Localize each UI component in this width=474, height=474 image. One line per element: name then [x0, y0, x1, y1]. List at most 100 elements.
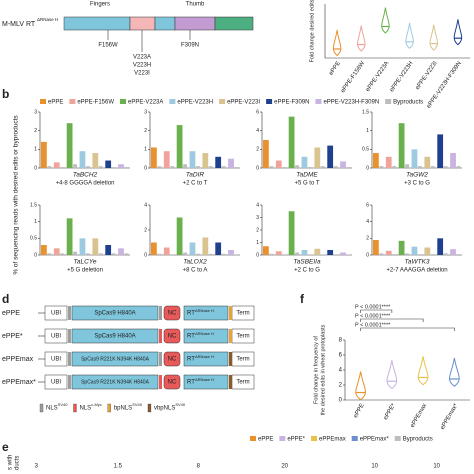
chart-title: TaWTK3	[404, 259, 429, 266]
chart-subtitle: +5 G to T	[294, 181, 319, 187]
byproduct-bar	[221, 253, 226, 255]
byproduct-bar	[282, 254, 287, 255]
bar	[53, 248, 60, 255]
y-tick-label: 0	[339, 398, 343, 404]
y-tick-label: 10	[371, 464, 378, 470]
bar	[301, 250, 308, 255]
byproduct-bar	[221, 166, 226, 168]
construct-part	[163, 351, 181, 367]
chart-title: TaLCYe	[74, 259, 97, 266]
nls-swatch	[73, 403, 77, 413]
bar	[41, 245, 47, 255]
legend-swatch	[169, 99, 176, 104]
legend-label: ePPE-V223I	[227, 100, 260, 106]
byproduct-bar	[157, 166, 162, 168]
part-label: UBI	[51, 311, 61, 317]
byproduct-bar	[157, 253, 162, 255]
bar	[275, 251, 282, 255]
part-label: NC	[168, 357, 177, 363]
byproduct-bar	[73, 164, 77, 168]
rt-superscript: ΔRNase H	[195, 331, 214, 336]
bar	[411, 149, 418, 168]
legend-label: ePPEmax*	[360, 437, 390, 443]
chart-title: TaSBEIIa	[293, 259, 321, 266]
y-tick-label: 2	[256, 227, 259, 233]
nls-label: NLS	[79, 406, 91, 412]
byproduct-bar	[392, 254, 397, 255]
byproduct-bar	[308, 254, 312, 255]
bar	[228, 250, 234, 255]
y-tick-label: 10	[433, 464, 440, 470]
bar	[424, 156, 431, 168]
x-tick-label: ePPEmax*	[440, 402, 460, 431]
violin	[332, 30, 342, 57]
nls-block	[229, 375, 232, 389]
chart-subtitle: +3 C to G	[404, 181, 430, 187]
bar	[385, 250, 392, 255]
y-tick-label: 0.5	[362, 147, 369, 153]
byproduct-bar	[60, 253, 65, 255]
nls-swatch	[107, 403, 111, 413]
chart-title: TaDME	[296, 172, 318, 179]
legend-swatch	[219, 99, 226, 104]
panel-letter: f	[300, 292, 305, 306]
legend-swatch	[266, 99, 273, 104]
part-label: RT	[187, 380, 195, 386]
bar	[189, 151, 196, 168]
violin	[355, 371, 366, 401]
chart-title: TaBCH2	[73, 172, 98, 179]
nls-block	[68, 352, 71, 366]
part-label: RT	[187, 334, 195, 340]
p-value: P < 0.0001****	[355, 304, 391, 310]
legend-label: ePPE-F309N	[274, 100, 309, 106]
violin	[405, 22, 414, 49]
bar	[79, 238, 86, 255]
domain-block	[214, 16, 254, 31]
byproduct-bar	[443, 253, 448, 255]
legend-label: Byproducts	[393, 100, 423, 106]
byproduct-bar	[333, 166, 338, 168]
byproduct-bar	[392, 166, 397, 168]
y-tick-label: 2	[34, 128, 37, 134]
bar	[228, 158, 234, 168]
x-tick-label: ePPE*	[383, 402, 397, 421]
bar	[176, 217, 183, 255]
axis	[324, 4, 470, 59]
bar	[215, 242, 222, 255]
y-tick-label: 2	[339, 383, 343, 389]
bracket	[360, 309, 393, 313]
nls-block	[68, 306, 71, 320]
violin	[386, 360, 398, 390]
bar	[437, 238, 444, 255]
legend-swatch	[69, 99, 76, 104]
byproduct-bar	[430, 166, 435, 168]
bar	[327, 250, 334, 255]
bar	[263, 246, 269, 255]
byproduct-bar	[124, 253, 129, 255]
y-tick-label: 4	[144, 202, 147, 208]
y-tick-label: 0.5	[30, 236, 37, 242]
part-label: RT	[187, 311, 195, 317]
construct-part	[44, 305, 68, 321]
bar	[340, 161, 346, 168]
legend-label: ePPE	[258, 437, 273, 443]
chart-title: TaDIR	[186, 172, 204, 179]
mutation-label: F309N	[181, 43, 199, 49]
nls-block	[229, 329, 232, 343]
construct-part	[183, 374, 229, 390]
panel-letter: d	[2, 292, 9, 306]
legend-swatch	[40, 99, 46, 104]
bar	[92, 153, 99, 168]
byproduct-bar	[456, 166, 461, 168]
y-axis-label: the desired edits in wheat protoplasts	[320, 324, 326, 415]
chart-subtitle: +2-7 AAAGGA deletion	[386, 268, 447, 274]
y-axis-label: s with	[8, 455, 14, 470]
byproduct-bar	[269, 253, 274, 255]
chart-subtitle: +2 C to T	[183, 181, 208, 187]
bar	[411, 246, 418, 255]
byproduct-bar	[170, 254, 175, 255]
construct-part	[44, 374, 68, 390]
legend-swatch	[351, 436, 358, 441]
bar	[202, 237, 209, 255]
bar	[118, 248, 124, 255]
